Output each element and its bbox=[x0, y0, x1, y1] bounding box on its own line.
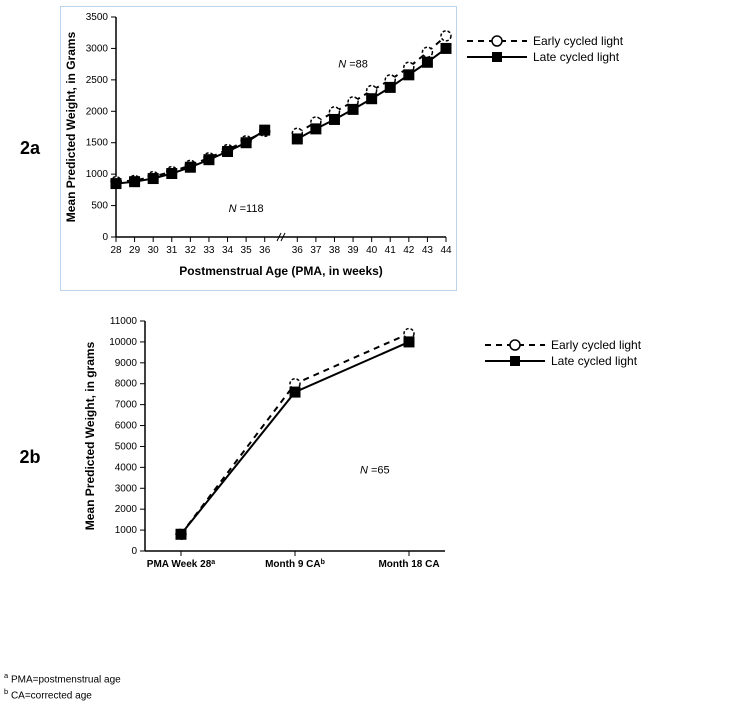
x-tick-label: 43 bbox=[422, 245, 434, 256]
y-tick-label: 4000 bbox=[115, 462, 138, 473]
x-tick-label: 39 bbox=[347, 245, 359, 256]
y-tick-label: 8000 bbox=[115, 379, 138, 390]
legend-label-early: Early cycled light bbox=[533, 34, 623, 48]
panel-label-2a: 2a bbox=[0, 138, 60, 159]
y-tick-label: 2000 bbox=[115, 504, 138, 515]
annotation: N =118 bbox=[229, 203, 264, 215]
x-tick-label: 29 bbox=[129, 245, 141, 256]
x-tick-label: 36 bbox=[259, 245, 271, 256]
y-tick-label: 1000 bbox=[86, 169, 109, 180]
x-tick-label: Month 9 CAb bbox=[265, 559, 325, 571]
y-axis-label: Mean Predicted Weight, in Grams bbox=[64, 31, 78, 222]
y-tick-label: 0 bbox=[131, 546, 137, 557]
x-tick-label: 41 bbox=[385, 245, 397, 256]
x-axis-label: Postmenstrual Age (PMA, in weeks) bbox=[179, 264, 383, 278]
y-tick-label: 2500 bbox=[86, 75, 109, 86]
legend-item-early: Early cycled light bbox=[467, 33, 623, 49]
legend-item-late: Late cycled light bbox=[467, 49, 623, 65]
x-tick-label: PMA Week 28a bbox=[147, 559, 215, 571]
x-tick-label: 36 bbox=[292, 245, 304, 256]
y-tick-label: 6000 bbox=[115, 421, 138, 432]
legend-item-late: Late cycled light bbox=[485, 353, 641, 369]
x-tick-label: 44 bbox=[440, 245, 452, 256]
x-tick-label: 38 bbox=[329, 245, 341, 256]
chart-2a: 0 500 1000 1500 2000 2500 3000 3500 28 29 30 31 32 33… bbox=[60, 6, 457, 291]
legend-item-early: Early cycled light bbox=[485, 337, 641, 353]
legend-label-late: Late cycled light bbox=[533, 50, 619, 64]
y-tick-label: 0 bbox=[102, 232, 108, 243]
legend-label-early: Early cycled light bbox=[551, 338, 641, 352]
y-tick-label: 10000 bbox=[109, 337, 137, 348]
y-tick-label: 7000 bbox=[115, 400, 138, 411]
y-tick-label: 3000 bbox=[86, 43, 109, 54]
y-tick-label: 3500 bbox=[86, 12, 109, 23]
legend-2b: Early cycled light Late cycled light bbox=[485, 337, 641, 369]
x-tick-label: 35 bbox=[241, 245, 253, 256]
panel-label-2b: 2b bbox=[0, 447, 60, 468]
y-tick-label: 500 bbox=[91, 201, 108, 212]
legend-label-late: Late cycled light bbox=[551, 354, 637, 368]
x-tick-label: 33 bbox=[203, 245, 215, 256]
y-tick-label: 11000 bbox=[110, 316, 138, 327]
y-tick-label: 3000 bbox=[115, 483, 138, 494]
chart-2b: 0 1000 2000 3000 4000 5000 6000 7000 8000 9000 100… bbox=[80, 311, 455, 604]
y-axis-label: Mean Predicted Weight, in grams bbox=[83, 341, 97, 530]
x-tick-label: 37 bbox=[310, 245, 322, 256]
y-tick-label: 9000 bbox=[115, 358, 138, 369]
x-tick-label: 31 bbox=[166, 245, 178, 256]
y-tick-label: 1500 bbox=[86, 138, 109, 149]
annotation: N =65 bbox=[360, 465, 390, 477]
x-tick-label: 28 bbox=[110, 245, 122, 256]
x-tick-label: 42 bbox=[403, 245, 415, 256]
legend-2a: Early cycled light Late cycled light bbox=[467, 33, 623, 65]
y-tick-label: 1000 bbox=[115, 525, 138, 536]
x-tick-label: 30 bbox=[148, 245, 160, 256]
y-tick-label: 2000 bbox=[86, 106, 109, 117]
x-tick-label: Month 18 CA bbox=[378, 559, 439, 570]
footnote-a: a PMA=postmenstrual age bbox=[4, 671, 121, 686]
y-tick-label: 5000 bbox=[115, 441, 138, 452]
annotation: N =88 bbox=[338, 58, 368, 70]
x-tick-label: 40 bbox=[366, 245, 378, 256]
x-tick-label: 32 bbox=[185, 245, 197, 256]
x-tick-label: 34 bbox=[222, 245, 234, 256]
footnotes: a PMA=postmenstrual age b CA=corrected a… bbox=[4, 671, 121, 702]
